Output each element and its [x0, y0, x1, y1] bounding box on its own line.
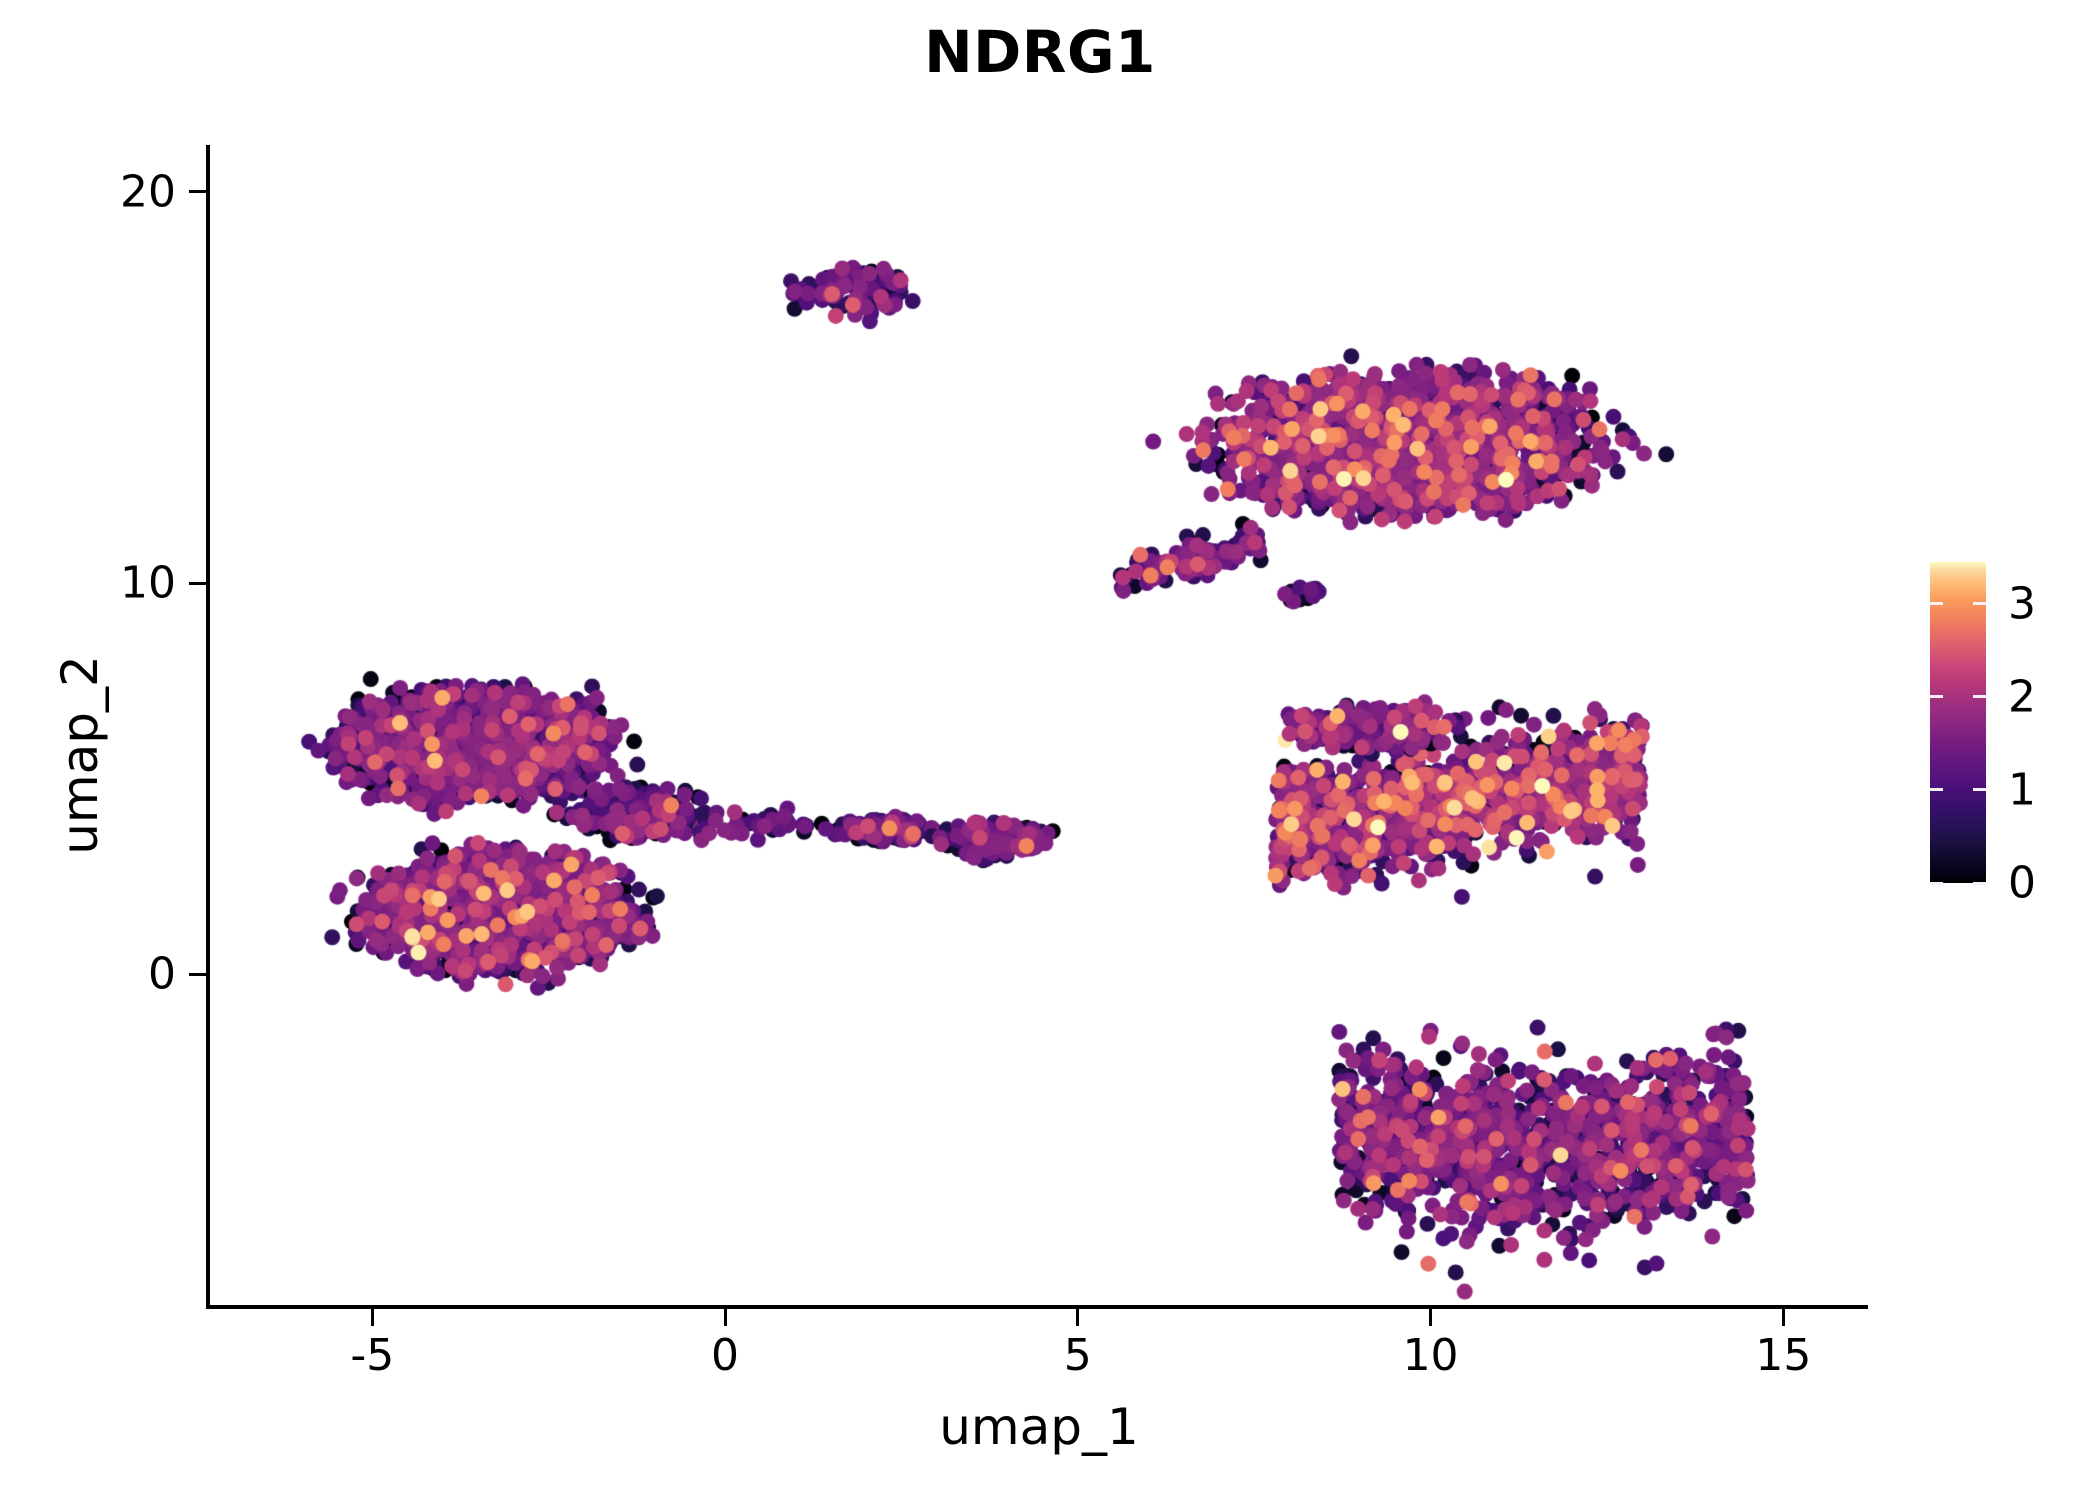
colorbar-tick-label: 1: [2008, 764, 2036, 816]
y-axis-spine: [206, 145, 210, 1309]
x-tick-mark: [723, 1309, 727, 1326]
colorbar-tick-mark: [1973, 602, 1986, 606]
colorbar-tick-mark: [1973, 695, 1986, 699]
x-tick-mark: [370, 1309, 374, 1326]
colorbar-tick-mark: [1973, 788, 1986, 792]
colorbar-tick-mark: [1973, 881, 1986, 885]
y-tick-label: 0: [148, 948, 176, 1000]
y-tick-mark: [189, 972, 206, 976]
colorbar-tick-label: 3: [2008, 578, 2036, 630]
y-tick-label: 10: [120, 557, 176, 609]
colorbar-tick-mark: [1930, 602, 1943, 606]
x-tick-mark: [1076, 1309, 1080, 1326]
colorbar-tick-mark: [1930, 695, 1943, 699]
y-tick-label: 20: [120, 166, 176, 218]
x-axis-label: umap_1: [939, 1398, 1139, 1456]
colorbar-gradient: [1930, 562, 1986, 883]
x-tick-mark: [1429, 1309, 1433, 1326]
x-tick-label: 5: [1063, 1330, 1092, 1381]
x-tick-label: 10: [1402, 1330, 1459, 1381]
y-axis-label: umap_2: [51, 655, 109, 855]
colorbar-tick-label: 2: [2008, 671, 2036, 723]
scatter-plot-area: [210, 145, 1868, 1307]
page-title: NDRG1: [924, 18, 1156, 86]
x-axis-spine: [206, 1305, 1868, 1309]
x-tick-mark: [1781, 1309, 1785, 1326]
colorbar-tick-mark: [1930, 788, 1943, 792]
x-tick-label: 15: [1755, 1330, 1812, 1381]
umap-scatter-canvas: [210, 145, 1868, 1307]
y-tick-mark: [189, 581, 206, 585]
x-tick-label: 0: [711, 1330, 740, 1381]
colorbar-tick-mark: [1930, 881, 1943, 885]
y-tick-mark: [189, 190, 206, 194]
colorbar-tick-label: 0: [2008, 857, 2036, 909]
x-tick-label: -5: [350, 1330, 395, 1381]
